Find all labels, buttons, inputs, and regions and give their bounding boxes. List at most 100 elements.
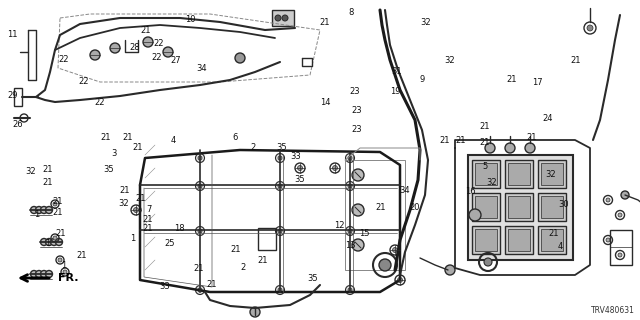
Bar	[472, 193, 500, 221]
Circle shape	[621, 191, 629, 199]
Circle shape	[53, 202, 57, 206]
Text: 18: 18	[174, 224, 184, 233]
Text: 29: 29	[8, 92, 18, 100]
Circle shape	[618, 213, 622, 217]
Text: 33: 33	[160, 282, 170, 291]
Bar	[475, 229, 497, 251]
Text: 21: 21	[141, 26, 151, 35]
Bar	[468, 155, 573, 260]
Bar	[508, 163, 530, 185]
Text: 35: 35	[276, 143, 287, 152]
Bar	[541, 229, 563, 251]
Circle shape	[485, 143, 495, 153]
Text: 23: 23	[350, 87, 360, 96]
Circle shape	[110, 43, 120, 53]
Text: 11: 11	[8, 30, 18, 39]
Circle shape	[445, 265, 455, 275]
Text: 23: 23	[352, 106, 362, 115]
Circle shape	[348, 156, 352, 160]
Circle shape	[618, 253, 622, 257]
Circle shape	[392, 247, 397, 252]
Text: 21: 21	[320, 18, 330, 27]
Bar	[258, 228, 276, 250]
Circle shape	[282, 15, 288, 21]
Circle shape	[198, 288, 202, 292]
Text: 32: 32	[118, 199, 129, 208]
Circle shape	[275, 154, 285, 163]
Text: 5: 5	[483, 162, 488, 171]
Text: 2: 2	[241, 263, 246, 272]
Circle shape	[195, 154, 205, 163]
Text: 1: 1	[45, 239, 51, 248]
Text: 21: 21	[77, 252, 87, 260]
Text: 21: 21	[120, 186, 130, 195]
Circle shape	[198, 184, 202, 188]
Circle shape	[56, 238, 63, 245]
Text: 10: 10	[186, 15, 196, 24]
Circle shape	[352, 204, 364, 216]
Circle shape	[31, 270, 38, 277]
Bar	[508, 196, 530, 218]
Circle shape	[278, 156, 282, 160]
Text: 21: 21	[43, 165, 53, 174]
Circle shape	[275, 15, 281, 21]
Text: 21: 21	[548, 229, 559, 238]
Text: TRV480631: TRV480631	[591, 306, 635, 315]
Text: 24: 24	[542, 114, 552, 123]
Text: 20: 20	[410, 204, 420, 212]
Circle shape	[348, 288, 352, 292]
Text: 16: 16	[465, 188, 476, 196]
Text: 4: 4	[557, 242, 563, 251]
Bar	[272, 10, 294, 26]
Text: 12: 12	[334, 221, 344, 230]
Text: 14: 14	[320, 98, 330, 107]
Text: 3: 3	[111, 149, 116, 158]
Bar	[472, 226, 500, 254]
Text: 27: 27	[171, 56, 181, 65]
Text: 21: 21	[52, 208, 63, 217]
Bar	[505, 193, 533, 221]
Circle shape	[397, 277, 403, 283]
Text: 32: 32	[545, 170, 556, 179]
Circle shape	[198, 156, 202, 160]
Circle shape	[51, 238, 58, 245]
Text: 19: 19	[390, 87, 401, 96]
Circle shape	[31, 206, 38, 213]
Text: 32: 32	[445, 56, 455, 65]
Text: 32: 32	[420, 18, 431, 27]
Text: 21: 21	[132, 143, 143, 152]
Circle shape	[525, 143, 535, 153]
Text: 1: 1	[61, 261, 67, 270]
Text: 35: 35	[307, 274, 317, 283]
Text: 15: 15	[360, 229, 370, 238]
Text: 21: 21	[136, 194, 146, 203]
Circle shape	[40, 206, 47, 213]
Bar	[472, 160, 500, 188]
Text: 21: 21	[230, 245, 241, 254]
Circle shape	[587, 25, 593, 31]
Bar	[508, 229, 530, 251]
Circle shape	[278, 184, 282, 188]
Text: FR.: FR.	[58, 273, 79, 283]
Text: 17: 17	[532, 78, 543, 87]
Bar	[541, 163, 563, 185]
Text: 31: 31	[392, 68, 402, 76]
Circle shape	[346, 181, 355, 190]
Circle shape	[352, 239, 364, 251]
Circle shape	[198, 229, 202, 233]
Text: 21: 21	[52, 197, 63, 206]
Text: 28: 28	[129, 44, 140, 52]
Text: 1: 1	[130, 234, 135, 243]
Text: 21: 21	[142, 215, 152, 224]
Bar	[475, 196, 497, 218]
Text: 21: 21	[480, 122, 490, 131]
Text: 21: 21	[123, 133, 133, 142]
Text: 32: 32	[486, 178, 497, 187]
Circle shape	[298, 165, 303, 171]
Bar	[538, 193, 566, 221]
Text: 6: 6	[233, 133, 238, 142]
Circle shape	[163, 47, 173, 57]
Circle shape	[275, 227, 285, 236]
Circle shape	[379, 259, 391, 271]
Bar	[610, 230, 632, 265]
